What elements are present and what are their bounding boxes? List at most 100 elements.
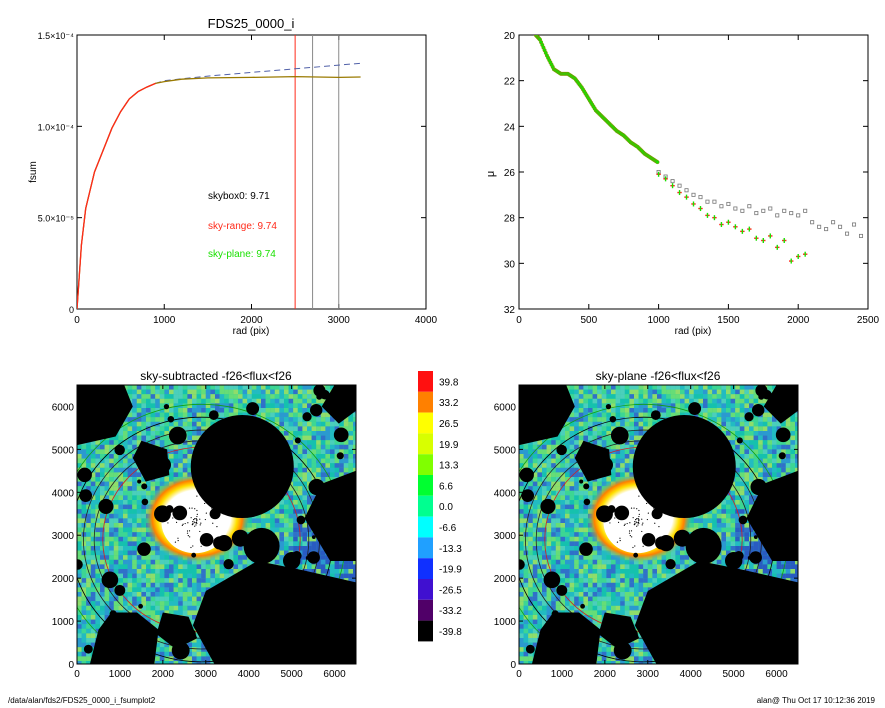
image-pixel — [785, 421, 791, 427]
mu-skybox-point — [712, 199, 717, 204]
image-pixel — [293, 490, 298, 496]
image-pixel — [721, 426, 726, 431]
image-pixel — [302, 541, 307, 546]
image-pixel — [215, 403, 220, 408]
image-pixel — [744, 421, 749, 427]
image-pixel — [703, 412, 708, 418]
image-pixel — [307, 421, 312, 427]
image-pixel — [606, 394, 611, 399]
image-pixel — [330, 421, 335, 427]
image-pixel — [109, 596, 114, 602]
mask-star — [93, 394, 111, 411]
image-pixel — [675, 389, 680, 395]
image-pixel — [159, 601, 165, 606]
image-pixel — [578, 385, 584, 390]
image-pixel — [320, 417, 326, 422]
image-pixel — [302, 421, 307, 427]
image-pixel — [224, 569, 229, 574]
image-pixel — [109, 495, 114, 500]
image-pixel — [307, 490, 312, 496]
image-pixel — [330, 564, 335, 569]
image-pixel — [86, 651, 91, 657]
image-pixel — [293, 444, 298, 450]
image-pixel — [749, 421, 754, 427]
image-pixel — [353, 417, 356, 422]
mu-x-tick-label: 0 — [516, 315, 522, 326]
mask-star — [209, 508, 221, 520]
image-pixel — [159, 642, 165, 648]
core-speckle — [186, 532, 189, 534]
image-pixel — [238, 398, 243, 404]
core-speckle — [195, 521, 198, 524]
image-pixel — [652, 394, 657, 399]
image-pixel — [288, 440, 294, 445]
image-pixel — [302, 458, 307, 464]
mask-top-left — [77, 385, 133, 446]
image-pixel — [182, 385, 188, 390]
image-pixel — [233, 389, 238, 395]
image-pixel — [348, 440, 353, 445]
image-pixel — [795, 440, 798, 445]
image-pixel — [311, 541, 317, 546]
image-pixel — [155, 587, 160, 592]
image-pixel — [90, 546, 96, 551]
image-pixel — [647, 394, 653, 399]
image-pixel — [297, 440, 303, 445]
image-pixel — [109, 569, 114, 574]
image-pixel — [90, 619, 96, 625]
image-pixel — [716, 385, 722, 390]
image-pixel — [178, 458, 183, 464]
image-pixel — [95, 578, 100, 583]
image-pixel — [735, 417, 740, 422]
image-pixel — [795, 421, 798, 427]
image-pixel — [109, 532, 114, 537]
image-pixel — [100, 481, 105, 487]
image-pixel — [643, 408, 648, 413]
image-pixel — [726, 394, 731, 399]
image-pixel — [744, 385, 749, 390]
sky-subtracted-axes: 0 1000 2000 3000 4000 5000 6000010002000300040… — [52, 385, 356, 680]
image-pixel — [311, 458, 317, 464]
image-pixel — [164, 421, 169, 427]
image-pixel — [270, 518, 275, 523]
image-pixel — [238, 412, 243, 418]
image-pixel — [744, 440, 749, 445]
image-pixel — [109, 546, 114, 551]
image-pixel — [141, 394, 146, 399]
image-pixel — [141, 523, 146, 528]
image-pixel — [574, 412, 579, 418]
image-pixel — [132, 421, 137, 427]
image-pixel — [320, 421, 326, 427]
image-pixel — [201, 661, 206, 664]
mask-star — [231, 529, 249, 547]
fsum-x-tick-label: 2000 — [240, 315, 263, 326]
image-pixel — [629, 440, 634, 445]
image-pixel — [205, 398, 211, 404]
image-pixel — [588, 440, 593, 445]
image-pixel — [348, 458, 353, 464]
image-pixel — [284, 495, 289, 500]
image-pixel — [95, 486, 100, 491]
image-pixel — [169, 394, 174, 399]
image-pixel — [311, 426, 317, 431]
image-pixel — [169, 403, 174, 408]
image-pixel — [210, 569, 215, 574]
image-pixel — [302, 385, 307, 390]
image-pixel — [620, 394, 625, 399]
image-pixel — [95, 472, 100, 477]
image-pixel — [132, 394, 137, 399]
image-pixel — [123, 444, 128, 450]
image-pixel — [192, 440, 197, 445]
image-pixel — [77, 444, 82, 450]
image-pixel — [330, 431, 335, 436]
image-pixel — [123, 440, 128, 445]
image-pixel — [196, 398, 202, 404]
image-pixel — [707, 394, 713, 399]
image-pixel — [164, 408, 169, 413]
image-pixel — [293, 385, 298, 390]
image-pixel — [251, 412, 257, 418]
image-pixel — [735, 389, 740, 395]
image-pixel — [178, 449, 183, 454]
image-pixel — [90, 587, 96, 592]
image-pixel — [109, 527, 114, 533]
